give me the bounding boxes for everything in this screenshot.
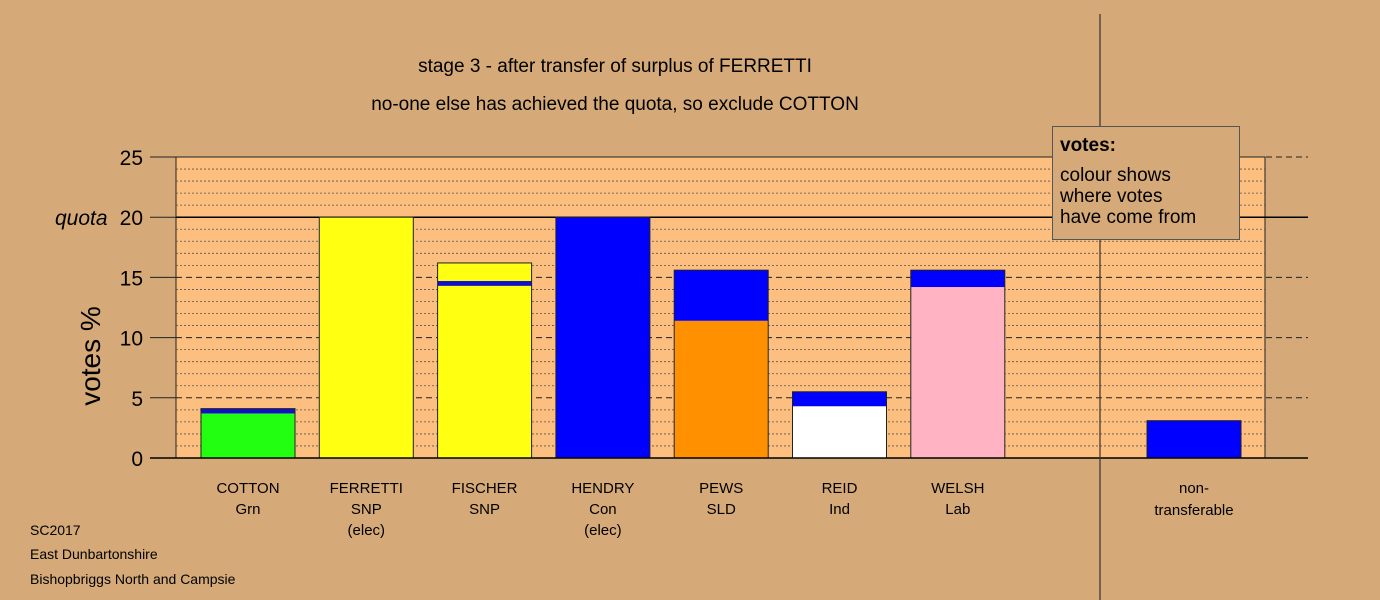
legend: votes: colour shows where votes have com… <box>1052 126 1240 240</box>
candidate-name-label: HENDRY <box>571 480 635 497</box>
bar-segment <box>555 217 650 458</box>
bar-segment <box>437 281 532 286</box>
legend-line-2: where votes <box>1060 186 1163 207</box>
candidate-party-label: SLD <box>706 501 736 518</box>
nontransferable-label: transferable <box>1154 502 1234 519</box>
candidate-name-label: REID <box>821 480 858 497</box>
bar-segment <box>201 408 295 414</box>
footer-council: East Dunbartonshire <box>30 546 158 562</box>
y-tick-label: 25 <box>120 147 143 170</box>
candidate-name-label: WELSH <box>931 480 985 497</box>
candidate-party-label: SNP <box>350 501 382 518</box>
y-tick-label: 10 <box>120 328 143 351</box>
bar-segment <box>437 285 532 458</box>
legend-line-3: have come from <box>1060 207 1197 228</box>
bar-segment <box>792 406 887 458</box>
chart-title: stage 3 - after transfer of surplus of F… <box>418 56 812 77</box>
bar-segment <box>910 287 1005 458</box>
nontransferable-bar <box>1146 420 1242 459</box>
legend-title: votes: <box>1060 135 1116 156</box>
y-tick-label: 15 <box>120 267 143 290</box>
candidate-status-label: (elec) <box>584 522 622 539</box>
candidate-party-label: Grn <box>235 501 261 518</box>
candidate-name-label: PEWS <box>699 480 744 497</box>
footer-ward: Bishopbriggs North and Campsie <box>30 571 236 587</box>
bar-segment <box>792 391 887 407</box>
legend-line-1: colour shows <box>1060 165 1171 186</box>
nontransferable-label: non- <box>1178 480 1210 497</box>
bar-segment <box>437 262 532 282</box>
bar-segment <box>910 270 1005 288</box>
y-tick-label: 5 <box>131 388 143 411</box>
chart-subtitle: no-one else has achieved the quota, so e… <box>371 94 859 115</box>
candidate-name-label: FISCHER <box>451 480 518 497</box>
quota-label: quota <box>55 207 108 230</box>
candidate-party-label: Ind <box>829 501 850 518</box>
candidate-name-label: FERRETTI <box>329 480 403 497</box>
bar-segment <box>674 270 769 321</box>
y-tick-label: 0 <box>131 448 143 471</box>
bar-segment <box>201 413 295 458</box>
candidate-party-label: Lab <box>945 501 971 518</box>
candidate-party-label: Con <box>589 501 617 518</box>
candidate-name-label: COTTON <box>216 480 280 497</box>
y-tick-label: 20 <box>120 207 143 230</box>
bar-segment <box>674 320 769 458</box>
y-axis-label: votes % <box>75 306 106 406</box>
candidate-party-label: SNP <box>469 501 501 518</box>
footer-election: SC2017 <box>30 522 81 538</box>
candidate-status-label: (elec) <box>347 522 386 539</box>
bar-segment <box>319 217 414 458</box>
